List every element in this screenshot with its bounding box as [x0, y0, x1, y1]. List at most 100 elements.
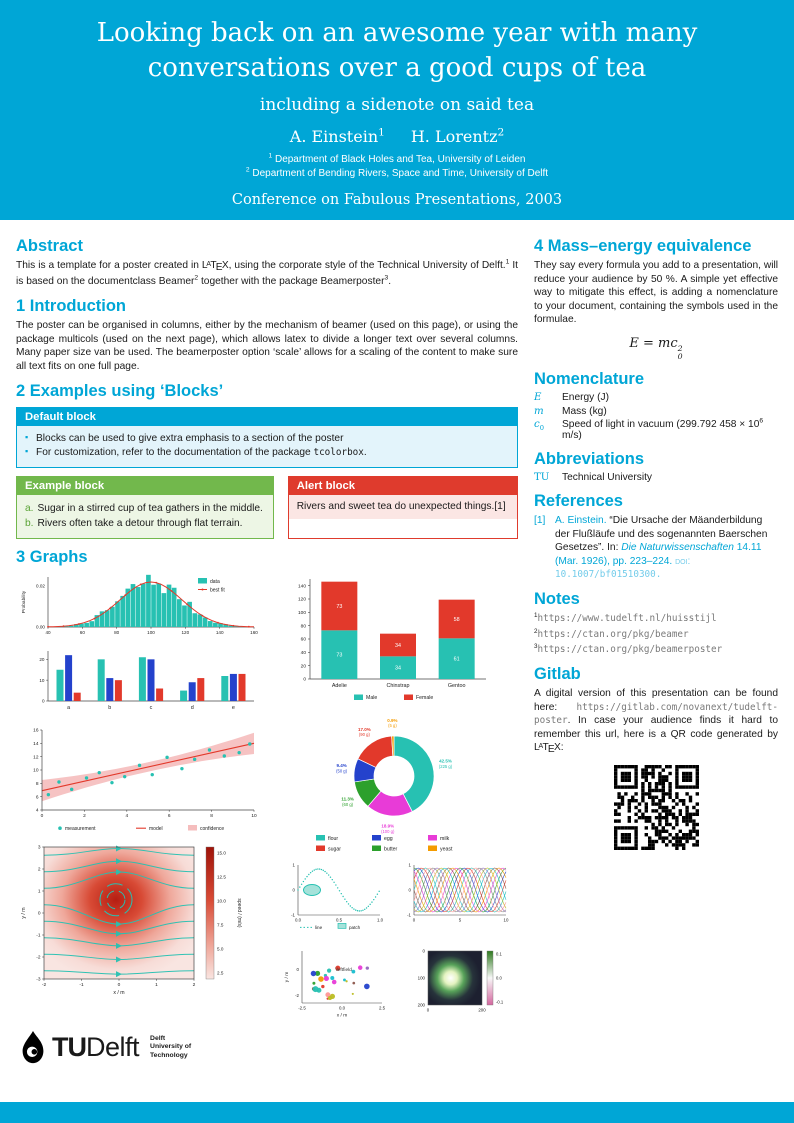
svg-text:0.9%: 0.9%: [387, 718, 397, 723]
svg-text:0: 0: [423, 949, 426, 954]
svg-text:x / m: x / m: [337, 1013, 347, 1019]
svg-text:10.0: 10.0: [217, 899, 226, 904]
svg-text:20: 20: [39, 657, 45, 662]
poster-body: Abstract This is a template for a poster…: [0, 220, 794, 1102]
latex-logo: LATEX: [534, 742, 561, 756]
qr-code: [613, 764, 699, 850]
svg-text:line: line: [315, 925, 323, 930]
nomenclature-row: E Energy (J): [534, 392, 778, 403]
conference-line: Conference on Fabulous Presentations, 20…: [231, 192, 563, 209]
svg-text:confidence: confidence: [200, 826, 224, 832]
block-row: Example block a. Sugar in a stirred cup o…: [16, 475, 518, 540]
svg-text:200: 200: [478, 1008, 486, 1013]
link-url[interactable]: https://www.tudelft.nl/huisstijl: [537, 613, 717, 625]
svg-text:2: 2: [193, 982, 196, 988]
svg-text:6: 6: [36, 794, 39, 800]
svg-text:(60 g): (60 g): [342, 802, 354, 807]
svg-text:0.0: 0.0: [496, 975, 502, 980]
svg-text:2: 2: [83, 813, 86, 819]
reference-body: A. Einstein. “Die Ursache der Mäanderbil…: [555, 515, 768, 580]
svg-text:0.1: 0.1: [496, 951, 502, 956]
mass-energy-heading: 4 Mass–energy equivalence: [534, 237, 752, 256]
item-text: Rivers often take a detour through flat …: [37, 517, 243, 529]
link-url[interactable]: https://ctan.org/pkg/beamer: [537, 628, 689, 640]
svg-text:Male: Male: [366, 695, 377, 701]
svg-text:0: 0: [297, 967, 300, 972]
alert-block-title: Alert block: [288, 476, 517, 495]
abbreviation: TU: [534, 472, 550, 484]
svg-text:12.5: 12.5: [217, 875, 226, 880]
svg-text:c: c: [150, 705, 153, 711]
svg-text:58: 58: [454, 617, 460, 623]
nomenclature-list: E Energy (J) m Mass (kg) c0 Speed of light in…: [534, 392, 778, 441]
svg-text:patch: patch: [349, 925, 361, 930]
reference-item: [1] A. Einstein. “Die Ursache der Mäander…: [534, 514, 778, 581]
svg-text:-2: -2: [36, 955, 41, 961]
svg-text:-3: -3: [36, 977, 41, 983]
svg-text:10: 10: [504, 918, 509, 923]
svg-text:5.0: 5.0: [217, 947, 224, 952]
svg-text:2.5: 2.5: [217, 971, 224, 976]
svg-text:1.0: 1.0: [377, 918, 384, 923]
penguin-stacked-bar-figure: 0 20 40 60 80 100 120 140 73 73 Adelie 34 34 Chinstra…: [298, 579, 486, 701]
svg-text:Probability: Probability: [21, 590, 27, 613]
svg-text:140: 140: [298, 583, 306, 589]
svg-text:80: 80: [114, 630, 120, 635]
svg-text:40: 40: [301, 650, 307, 656]
svg-text:-2: -2: [42, 982, 47, 988]
abbreviations-list: TU Technical University: [534, 472, 778, 483]
ingredients-donut-figure: 42.5%(225 g)18.9%(100 g)11.3%(60 g)9.4%(…: [316, 718, 453, 852]
svg-text:0.0: 0.0: [295, 918, 302, 923]
formula-lhs: E: [629, 336, 639, 352]
svg-text:0: 0: [42, 699, 45, 704]
example-block-item: b. Rivers often take a detour through fla…: [25, 517, 265, 530]
svg-text:42.5%: 42.5%: [439, 759, 452, 764]
svg-text:flour: flour: [328, 836, 338, 842]
svg-text:-0.1: -0.1: [496, 999, 504, 1004]
affiliation: 2 Department of Bending Rivers, Space an…: [245, 166, 549, 180]
svg-text:e: e: [232, 705, 235, 711]
header-banner: Looking back on an awesome year with man…: [0, 0, 794, 221]
svg-text:10: 10: [33, 768, 39, 774]
mass-energy-formula: E = mc 2 0: [534, 336, 778, 361]
svg-text:2.5: 2.5: [379, 1006, 386, 1011]
description: Mass (kg): [562, 405, 607, 417]
default-block-title: Default block: [17, 408, 517, 427]
svg-text:8: 8: [210, 813, 213, 819]
footer-bar: [0, 1102, 794, 1123]
svg-text:61: 61: [454, 657, 460, 663]
formula-relation: =: [643, 336, 654, 352]
svg-text:60: 60: [80, 630, 86, 635]
formula-sup: 2: [677, 343, 683, 353]
svg-text:80: 80: [301, 623, 307, 629]
svg-text:3: 3: [38, 845, 41, 851]
svg-text:x / m: x / m: [113, 990, 124, 996]
logo-caption-line: Technology: [150, 1051, 188, 1059]
svg-text:200: 200: [418, 1003, 426, 1008]
svg-text:yeast: yeast: [440, 846, 453, 852]
latex-logo: LATEX: [201, 260, 229, 274]
svg-text:1: 1: [293, 863, 296, 868]
default-block-item: Blocks can be used to give extra emphasi…: [25, 432, 509, 445]
svg-text:(50 g): (50 g): [336, 768, 348, 773]
blocks-section-heading: 2 Examples using ‘Blocks’: [16, 382, 224, 401]
link-url[interactable]: https://gitlab.com/novanext/tudelft-post…: [534, 701, 778, 727]
svg-text:10: 10: [39, 678, 45, 683]
svg-text:4: 4: [36, 808, 39, 814]
authors-line: A. Einstein1 H. Lorentz2: [289, 126, 505, 147]
svg-text:butter: butter: [384, 846, 398, 852]
affiliations: 1 Department of Black Holes and Tea, Uni…: [20, 153, 774, 180]
svg-text:best fit: best fit: [210, 587, 225, 593]
example-block: Example block a. Sugar in a stirred cup o…: [16, 475, 274, 540]
svg-text:data: data: [210, 579, 220, 585]
left-column: Abstract This is a template for a poster…: [16, 228, 518, 1102]
link-url[interactable]: 10.1007/bf01510300.: [555, 568, 662, 580]
formula-sub: 0: [677, 352, 683, 362]
svg-text:1: 1: [409, 863, 412, 868]
svg-text:0.00: 0.00: [36, 625, 45, 630]
svg-text:-2: -2: [295, 993, 299, 998]
link-url[interactable]: https://ctan.org/pkg/beamerposter: [537, 644, 723, 655]
item-label: b.: [25, 517, 34, 529]
references-list: [1] A. Einstein. “Die Ursache der Mäander…: [534, 514, 778, 581]
